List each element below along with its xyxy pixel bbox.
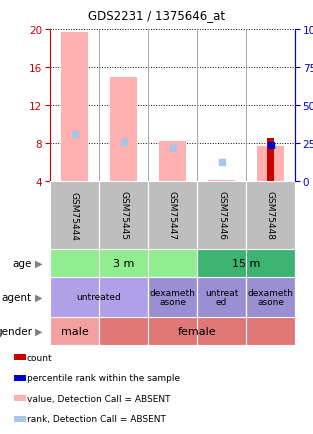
Bar (50, 277, 148, 317)
Bar (99, 181, 148, 250)
Bar (197, 181, 246, 250)
Text: age: age (13, 258, 32, 268)
Text: agent: agent (2, 293, 32, 302)
Bar (246, 277, 295, 317)
Text: GSM75448: GSM75448 (266, 191, 275, 240)
Text: male: male (61, 326, 88, 336)
Bar (50, 250, 197, 277)
Text: GSM75446: GSM75446 (217, 191, 226, 240)
Bar (61, 33, 88, 181)
Text: GSM75444: GSM75444 (70, 191, 79, 240)
Text: 3 m: 3 m (113, 258, 134, 268)
Text: 15 m: 15 m (232, 258, 260, 268)
Bar (257, 147, 284, 181)
Text: gender: gender (0, 326, 32, 336)
Text: ▶: ▶ (34, 293, 42, 302)
Bar (14, 395, 26, 401)
Text: untreat
ed: untreat ed (205, 288, 238, 307)
Bar (14, 355, 26, 360)
Bar (99, 317, 295, 345)
Text: dexameth
asone: dexameth asone (150, 288, 195, 307)
Text: GSM75447: GSM75447 (168, 191, 177, 240)
Bar (267, 139, 274, 181)
Text: percentile rank within the sample: percentile rank within the sample (27, 373, 180, 382)
Text: ▶: ▶ (34, 258, 42, 268)
Text: GDS2231 / 1375646_at: GDS2231 / 1375646_at (88, 9, 225, 22)
Text: GSM75445: GSM75445 (119, 191, 128, 240)
Bar (50, 181, 99, 250)
Text: untreated: untreated (77, 293, 121, 302)
Bar (148, 181, 197, 250)
Bar (246, 181, 295, 250)
Text: value, Detection Call = ABSENT: value, Detection Call = ABSENT (27, 394, 170, 403)
Bar (197, 250, 295, 277)
Text: count: count (27, 353, 53, 362)
Text: female: female (178, 326, 216, 336)
Text: rank, Detection Call = ABSENT: rank, Detection Call = ABSENT (27, 414, 166, 423)
Text: dexameth
asone: dexameth asone (248, 288, 294, 307)
Text: ▶: ▶ (34, 326, 42, 336)
Bar (197, 277, 246, 317)
Bar (14, 375, 26, 381)
Bar (148, 277, 197, 317)
Bar (110, 77, 137, 181)
Bar (50, 317, 99, 345)
Bar (159, 142, 186, 181)
Bar (14, 416, 26, 422)
